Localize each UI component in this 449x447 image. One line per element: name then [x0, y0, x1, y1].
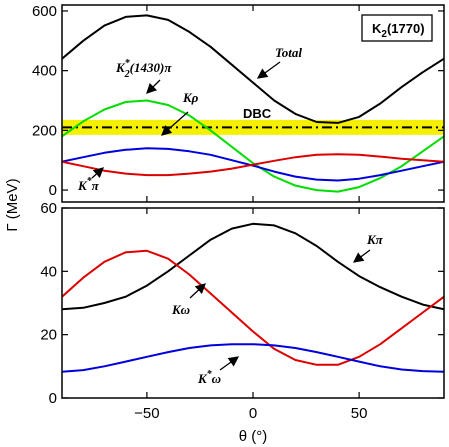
- legend-box-text: K2(1770): [372, 21, 425, 40]
- dbc-band-fill: [62, 119, 444, 135]
- y-axis-title: Γ (MeV): [4, 178, 21, 231]
- top-series-line-0: [62, 14, 444, 124]
- annotation-k2pi: KπK*2(1430)π: [115, 58, 172, 80]
- bottom-y-tick-label: 60: [40, 200, 57, 217]
- bottom-x-tick-label: −50: [134, 405, 159, 422]
- annotation-kstarpi: K*π: [77, 176, 100, 193]
- bottom-plot-frame: [61, 207, 445, 399]
- bottom-x-tick-label: 50: [351, 405, 368, 422]
- annotation-kpi: Kπ: [366, 232, 384, 247]
- annotation-kstaromega: K*ω: [197, 369, 221, 386]
- top-y-tick-label: 0: [49, 182, 57, 199]
- annotation-komega: Kω: [171, 302, 190, 317]
- top-y-tick-label: 200: [32, 122, 57, 139]
- bottom-ticks: −50 0 50 0 20 40 60: [40, 200, 444, 422]
- bottom-y-tick-label: 0: [49, 390, 57, 407]
- top-ticks: 0 200 400 600: [32, 3, 444, 202]
- legend-box: K2(1770): [361, 14, 433, 42]
- bottom-y-tick-label: 20: [40, 327, 57, 344]
- top-y-tick-label: 600: [32, 3, 57, 20]
- bottom-series-line-0: [62, 222, 444, 311]
- top-series-line-3: [62, 153, 444, 177]
- annotation-kpi-arrow: [352, 249, 371, 263]
- x-axis-title: θ (°): [239, 428, 268, 445]
- top-panel: 0 200 400 600 K2(1770) Total KπK*2(1430)π K…: [32, 3, 445, 203]
- annotation-kstaromega-arrow: [219, 356, 240, 371]
- top-series-group: [62, 14, 444, 193]
- annotation-dbc: DBC: [243, 106, 272, 121]
- annotation-k2pi-arrow: [146, 79, 161, 94]
- bottom-panel: −50 0 50 0 20 40 60 Kπ Kω K*ω: [40, 200, 445, 422]
- legend-box-frame: [361, 14, 433, 42]
- dbc-band: [62, 119, 444, 135]
- bottom-series-group: [62, 222, 444, 373]
- bottom-series-line-2: [62, 343, 444, 373]
- annotation-total: Total: [275, 45, 302, 60]
- bottom-x-tick-label: 0: [249, 405, 257, 422]
- top-series-line-1: [62, 99, 444, 193]
- annotation-krho-arrow: [161, 111, 189, 136]
- bottom-series-line-1: [62, 249, 444, 366]
- annotation-kstarpi-arrow: [91, 167, 104, 179]
- annotation-krho: Kρ: [182, 90, 199, 105]
- top-y-tick-label: 400: [32, 63, 57, 80]
- annotation-komega-arrow: [189, 283, 206, 299]
- annotation-total-arrow: [256, 61, 281, 79]
- bottom-y-tick-label: 40: [40, 263, 57, 280]
